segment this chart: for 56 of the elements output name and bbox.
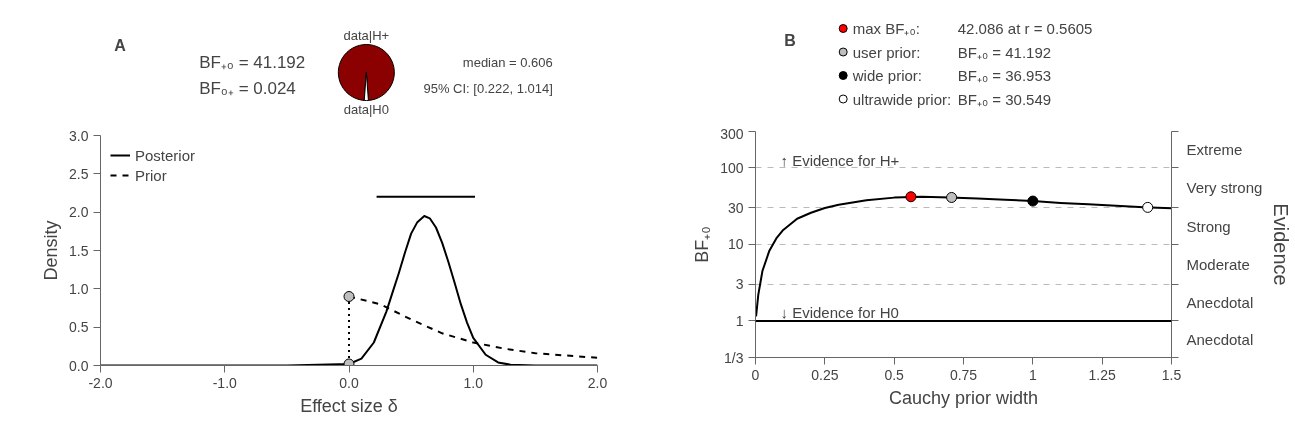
x-axis-title: Effect size δ <box>300 395 398 416</box>
legend-label: Prior <box>135 166 167 184</box>
text: Extreme <box>1186 141 1243 159</box>
legend-label: user prior: <box>852 43 921 61</box>
legend-label: ultrawide prior: <box>852 90 952 108</box>
x-axis-title: Cauchy prior width <box>888 387 1039 408</box>
text: BF₊₀ = 30.549 <box>957 90 1052 108</box>
x-tick-label: 1.25 <box>1088 366 1116 383</box>
x-tick-label: 1.5 <box>1161 366 1182 383</box>
x-tick-label: 0.5 <box>884 366 905 383</box>
text: median = 0.606 <box>462 55 553 70</box>
text: 42.086 at r = 0.5605 <box>957 20 1093 37</box>
y-tick-label: 1.5 <box>69 242 89 259</box>
y-tick-label: 100 <box>720 160 744 176</box>
text: Anecdotal <box>1186 294 1254 312</box>
legend-label: max BF₊₀: <box>852 20 920 37</box>
x-tick-label: 2.0 <box>587 374 608 391</box>
x-tick-label: -2.0 <box>88 374 113 391</box>
text: B <box>784 32 796 49</box>
y-tick-label: 3 <box>735 276 744 293</box>
text: BF₊₀ = 41.192 <box>957 43 1052 61</box>
legend-label: wide prior: <box>851 67 922 84</box>
annotation: ↓ Evidence for H0 <box>780 303 899 321</box>
y-axis-title: Density <box>41 220 62 281</box>
y-tick-label: 0.5 <box>69 319 89 336</box>
x-tick-label: 0.75 <box>949 366 978 383</box>
slice-label: data|H0 <box>343 102 389 117</box>
y-tick-label: 10 <box>727 236 744 253</box>
x-tick-label: 0.0 <box>339 374 359 391</box>
x-tick-label: 0 <box>751 366 760 383</box>
x-tick-label: 1 <box>1028 366 1037 383</box>
legend-label: Posterior <box>135 146 196 164</box>
y2-axis-title: Evidence <box>1270 203 1293 286</box>
y-tick-label: 300 <box>720 125 744 142</box>
y-tick-label: 3.0 <box>69 127 89 144</box>
y-tick-label: 1/3 <box>724 349 744 366</box>
y-tick-label: 1 <box>735 313 744 329</box>
text: BF₊₀ = 36.953 <box>957 67 1052 84</box>
text: Very strong <box>1186 179 1263 197</box>
x-tick-label: -1.0 <box>212 374 238 391</box>
annotation: ↑ Evidence for H+ <box>780 152 900 170</box>
y-tick-label: 1.0 <box>69 280 89 297</box>
slice-label: data|H+ <box>343 28 390 43</box>
y-tick-label: 2.5 <box>69 165 89 182</box>
x-tick-label: 1.0 <box>463 374 484 391</box>
text: A <box>114 37 127 54</box>
x-tick-label: 0.25 <box>811 366 839 383</box>
text: Moderate <box>1186 256 1250 273</box>
y-axis-title: BF₊₀ <box>692 226 713 263</box>
text: BF₀₊ = 0.024 <box>199 79 296 98</box>
text: 95% CI: [0.222, 1.014] <box>423 81 553 96</box>
text: Anecdotal <box>1186 330 1254 348</box>
text: Strong <box>1186 217 1231 235</box>
y-tick-label: 2.0 <box>69 204 89 221</box>
y-tick-label: 30 <box>727 200 744 216</box>
text: BF₊₀ = 41.192 <box>199 53 306 72</box>
